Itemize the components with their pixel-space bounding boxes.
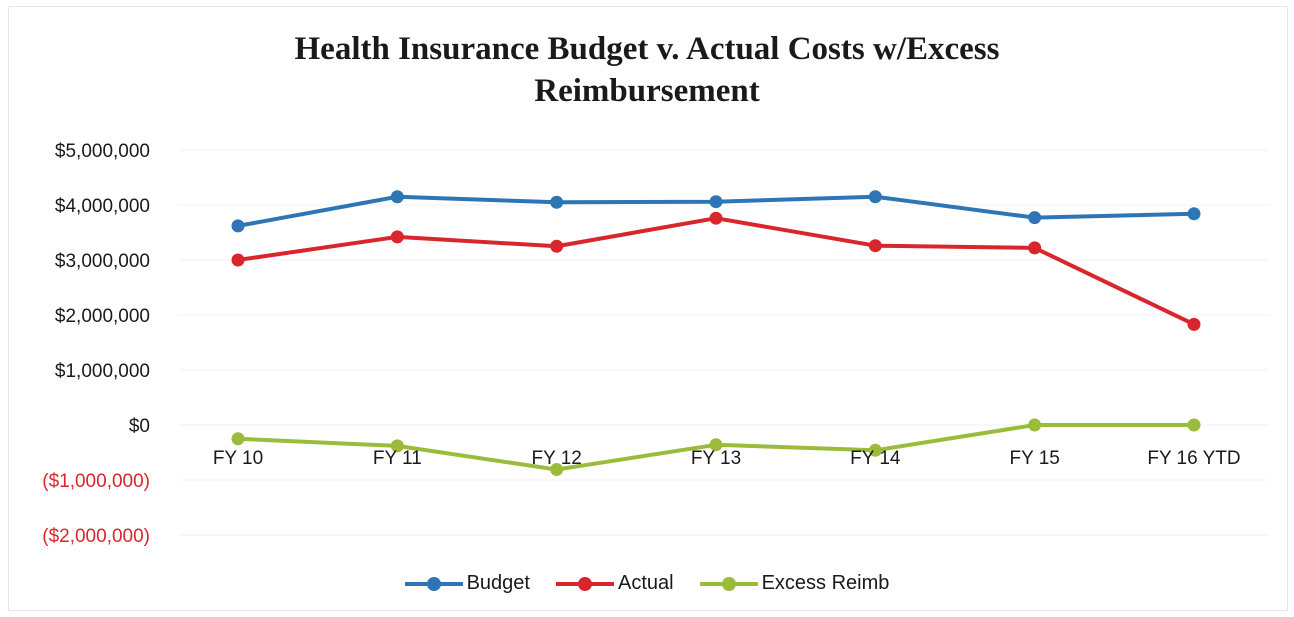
data-point	[709, 211, 723, 225]
y-tick-label: $0	[129, 416, 150, 437]
data-point	[390, 190, 404, 204]
data-point	[1028, 241, 1042, 255]
legend-marker	[699, 576, 758, 591]
y-axis-tick-labels: $5,000,000 $4,000,000 $3,000,000 $2,000,000…	[42, 141, 150, 547]
legend: Budget Actual Excess Reimb	[0, 572, 1294, 595]
data-point	[390, 230, 404, 244]
data-point	[231, 432, 245, 446]
chart-title-line-1: Health Insurance Budget v. Actual Costs …	[294, 31, 1000, 67]
x-tick-label: FY 10	[213, 448, 263, 469]
legend-label: Budget	[466, 572, 530, 594]
y-tick-label: ($2,000,000)	[42, 526, 150, 547]
series-line	[237, 216, 1195, 327]
x-tick-label: FY 14	[850, 448, 901, 469]
data-point	[868, 443, 882, 457]
data-point	[231, 219, 245, 233]
chart-title-line-2: Reimbursement	[534, 73, 760, 109]
data-point	[390, 439, 404, 453]
legend-dot	[577, 576, 592, 591]
series-excess-reimb	[231, 418, 1201, 477]
legend-dot	[721, 576, 736, 591]
data-point	[231, 253, 245, 267]
series-lines	[231, 190, 1201, 477]
data-point	[709, 195, 723, 209]
data-point	[1028, 418, 1042, 432]
data-point	[1187, 418, 1201, 432]
legend-dot	[426, 576, 441, 591]
x-tick-label: FY 11	[373, 448, 422, 469]
data-point	[1187, 317, 1201, 331]
data-point	[550, 195, 564, 209]
x-tick-label: FY 16 YTD	[1147, 448, 1240, 469]
legend-label: Actual	[617, 572, 674, 594]
legend-item: Budget	[404, 572, 530, 595]
y-tick-label: $4,000,000	[55, 196, 150, 217]
series-budget	[231, 190, 1201, 233]
legend-label: Excess Reimb	[761, 572, 890, 594]
legend-marker	[404, 576, 463, 591]
y-tick-label: ($1,000,000)	[42, 471, 150, 492]
data-point	[709, 438, 723, 452]
y-tick-label: $2,000,000	[55, 306, 150, 327]
y-tick-label: $5,000,000	[55, 141, 150, 162]
series-actual	[231, 211, 1201, 331]
y-tick-label: $1,000,000	[55, 361, 150, 382]
gridlines	[180, 149, 1268, 536]
x-axis-tick-labels: FY 10 FY 11 FY 12 FY 13 FY 14 FY 15 FY 16 YTD	[213, 448, 1241, 469]
data-point	[550, 463, 564, 477]
x-tick-label: FY 13	[691, 448, 741, 469]
data-point	[550, 239, 564, 253]
y-tick-label: $3,000,000	[55, 251, 150, 272]
chart-frame	[8, 6, 1288, 611]
legend-item: Actual	[555, 572, 674, 595]
data-point	[868, 190, 882, 204]
x-tick-label: FY 15	[1009, 448, 1059, 469]
data-point	[1187, 207, 1201, 221]
legend-item: Excess Reimb	[699, 572, 890, 595]
data-point	[868, 239, 882, 253]
data-point	[1028, 211, 1042, 225]
x-tick-label: FY 12	[531, 448, 581, 469]
chart-title: Health Insurance Budget v. Actual Costs …	[0, 28, 1294, 112]
legend-marker	[555, 576, 614, 591]
